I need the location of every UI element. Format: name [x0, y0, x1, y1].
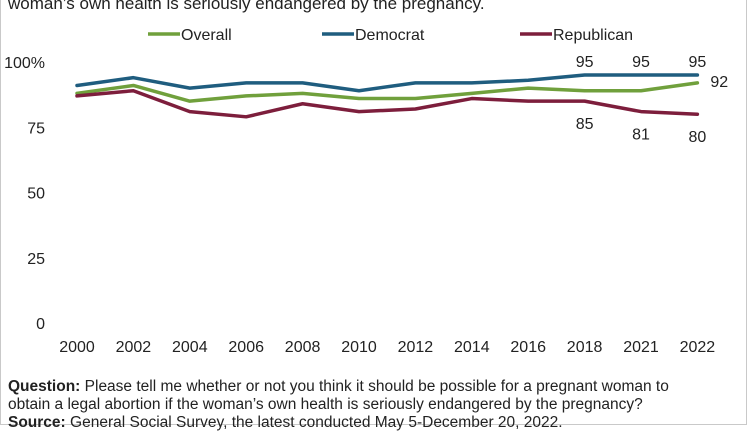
source-label: Source:	[8, 414, 66, 431]
x-tick-label: 2012	[398, 339, 434, 356]
question-line-2: obtain a legal abortion if the woman’s o…	[8, 396, 643, 413]
data-label-democrat: 95	[689, 54, 707, 71]
y-tick-label: 0	[36, 316, 45, 333]
chart-footer: Question: Please tell me whether or not …	[8, 378, 738, 432]
x-tick-label: 2000	[59, 339, 95, 356]
x-tick-label: 2002	[116, 339, 152, 356]
series-line-republican	[75, 88, 700, 119]
legend-label: Republican	[553, 27, 633, 44]
x-tick-label: 2018	[567, 339, 603, 356]
question-heading: woman’s own health is seriously endanger…	[8, 0, 485, 13]
y-tick-label: 100%	[4, 55, 45, 72]
x-tick-label: 2008	[285, 339, 321, 356]
legend-label: Overall	[181, 27, 232, 44]
source-text: General Social Survey, the latest conduc…	[70, 414, 563, 431]
axis-layer: 0 25 50 75 100% 2000 2002 2004 2006 2008 2010 2012 2…	[4, 55, 715, 356]
x-tick-label: 2022	[680, 339, 716, 356]
x-tick-label: 2004	[172, 339, 208, 356]
series-lines	[75, 73, 700, 119]
data-label-democrat: 95	[632, 54, 650, 71]
chart-legend: Overall Democrat Republican	[148, 27, 633, 44]
data-label-republican: 80	[689, 129, 707, 146]
y-tick-label: 25	[27, 251, 45, 268]
x-tick-label: 2006	[228, 339, 264, 356]
data-label-republican: 85	[576, 116, 594, 133]
legend-item-overall: Overall	[148, 27, 232, 44]
line-chart: Overall Democrat Republican 0 25 50 75 100% 200…	[4, 27, 729, 356]
series-line-democrat	[75, 73, 700, 93]
x-tick-label: 2016	[510, 339, 546, 356]
legend-item-democrat: Democrat	[322, 27, 425, 44]
question-label: Question:	[8, 378, 81, 395]
data-label-republican: 81	[632, 127, 650, 144]
x-tick-label: 2021	[623, 339, 659, 356]
y-tick-label: 75	[27, 120, 45, 137]
legend-label: Democrat	[355, 27, 425, 44]
x-tick-label: 2014	[454, 339, 490, 356]
data-label-democrat: 95	[576, 54, 594, 71]
series-line-overall	[75, 81, 700, 103]
y-tick-label: 50	[27, 186, 45, 203]
legend-item-republican: Republican	[520, 27, 633, 44]
source-line: Source: General Social Survey, the lates…	[8, 414, 738, 432]
question-text: Please tell me whether or not you think …	[84, 378, 669, 395]
question-line-1: Question: Please tell me whether or not …	[8, 378, 738, 396]
x-tick-label: 2010	[341, 339, 377, 356]
data-label-overall: 92	[710, 74, 728, 91]
